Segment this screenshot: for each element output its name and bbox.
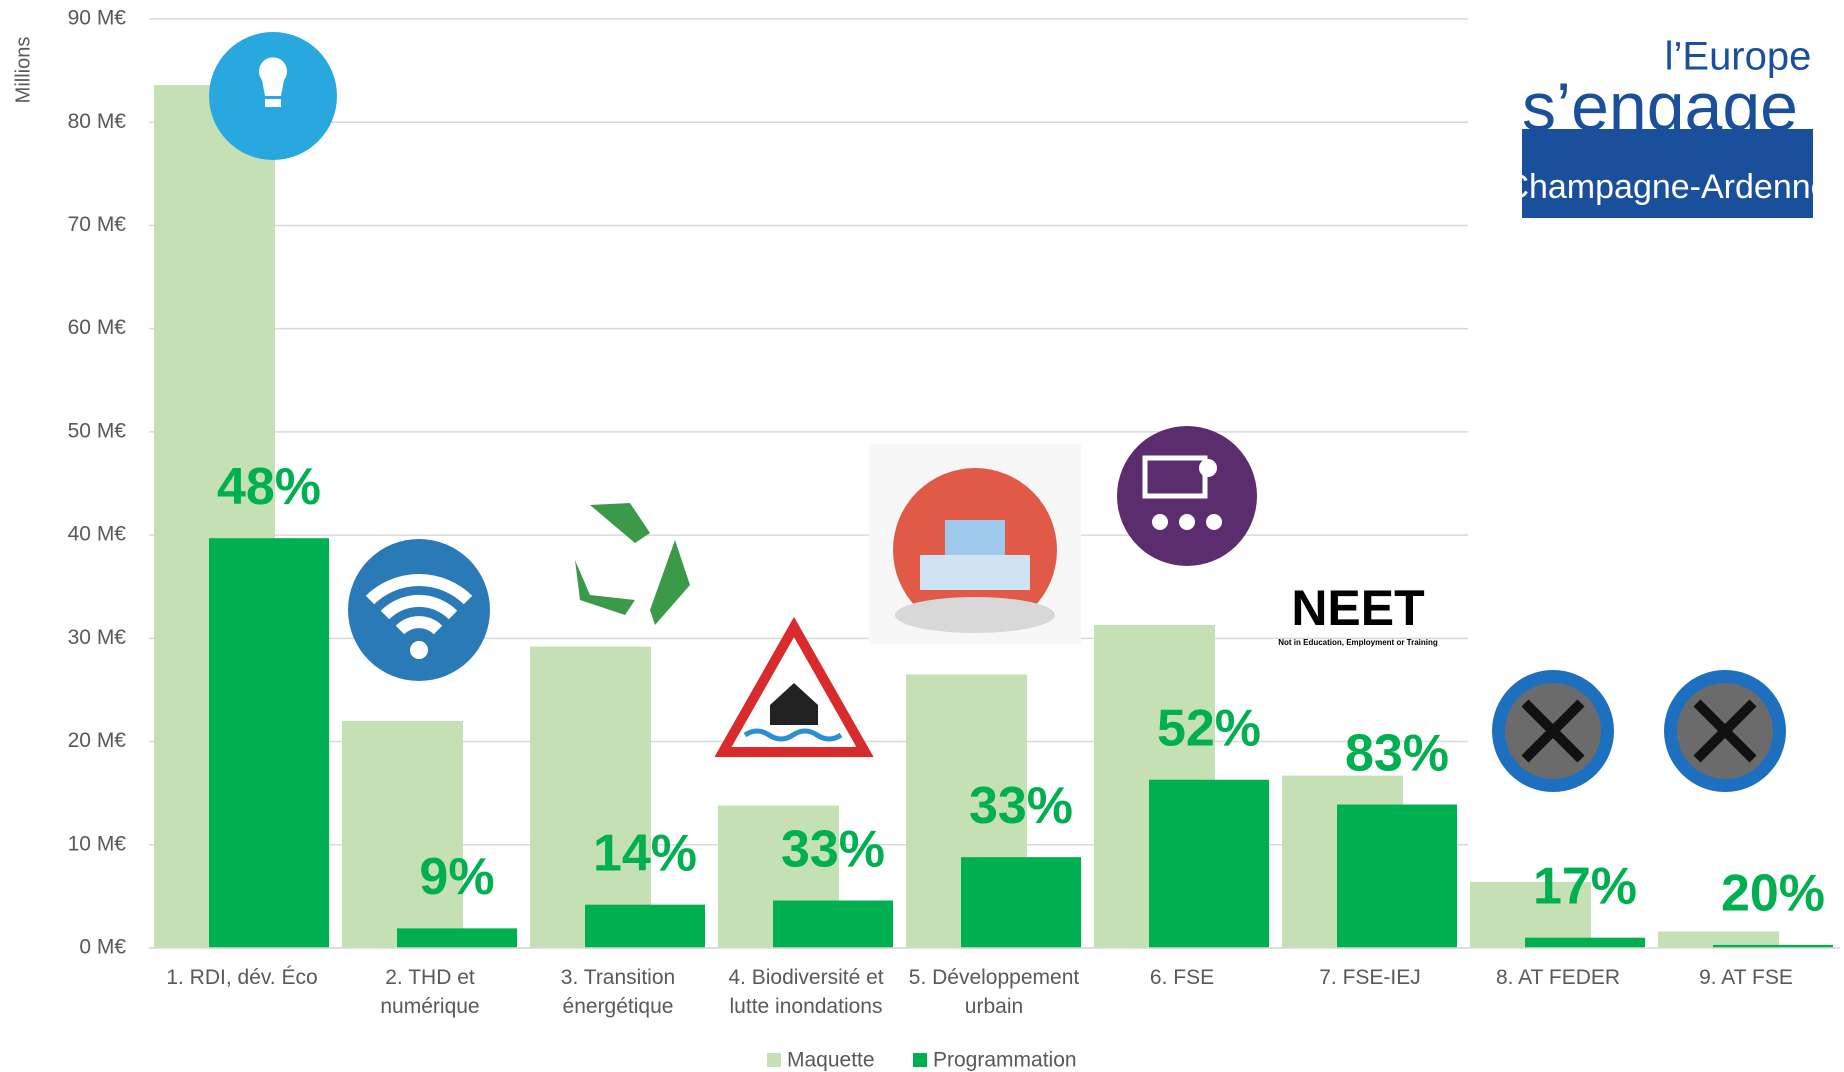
bar: [530, 647, 651, 948]
y-axis-title: Millions: [12, 37, 34, 104]
percent-label: 33%: [781, 820, 885, 878]
y-tick-label: 20 M€: [68, 729, 127, 752]
bar: [1337, 805, 1457, 948]
legend-swatch: [913, 1053, 927, 1067]
x-tick-label: 6. FSE: [1090, 963, 1274, 992]
logo-line4: Champagne-Ardenne: [1504, 168, 1829, 206]
bar: [342, 721, 463, 948]
bar: [1149, 780, 1269, 948]
x-tick-label: 8. AT FEDER: [1466, 963, 1650, 992]
bar: [961, 857, 1081, 948]
y-tick-label: 80 M€: [68, 110, 127, 133]
logo-line2: s’engage: [1522, 69, 1798, 145]
page: NEET Not in Education, Employment or Tra…: [0, 0, 1844, 1072]
neet-subtitle: Not in Education, Employment or Training: [1278, 638, 1438, 647]
chart: NEET Not in Education, Employment or Tra…: [0, 0, 1844, 1072]
y-tick-label: 10 M€: [68, 832, 127, 855]
legend-label: Maquette: [787, 1049, 875, 1072]
bar: [773, 901, 893, 948]
y-tick-label: 30 M€: [68, 626, 127, 649]
logo-line3: en: [1781, 139, 1810, 169]
y-tick-label: 60 M€: [68, 316, 127, 339]
percent-label: 48%: [217, 458, 321, 516]
y-tick-label: 50 M€: [68, 419, 127, 442]
percent-label: 83%: [1345, 724, 1449, 782]
x-tick-label: 2. THD et numérique: [338, 963, 522, 1021]
bar: [397, 928, 517, 948]
y-tick-label: 40 M€: [68, 523, 127, 546]
percent-label: 52%: [1157, 699, 1261, 757]
percent-label: 9%: [419, 848, 494, 906]
y-tick-label: 90 M€: [68, 7, 127, 30]
bar: [1525, 938, 1645, 948]
percent-label: 33%: [969, 777, 1073, 835]
x-tick-label: 1. RDI, dév. Éco: [150, 963, 334, 992]
bar: [585, 905, 705, 948]
y-tick-label: 0 M€: [79, 936, 126, 959]
percent-label: 14%: [593, 824, 697, 882]
x-tick-label: 4. Biodiversité et lutte inondations: [714, 963, 898, 1021]
percent-label: 20%: [1721, 865, 1825, 923]
bar: [209, 538, 329, 948]
y-tick-label: 70 M€: [68, 213, 127, 236]
x-tick-label: 3. Transition énergétique: [526, 963, 710, 1021]
legend-swatch: [767, 1053, 781, 1067]
x-tick-label: 9. AT FSE: [1654, 963, 1838, 992]
x-tick-label: 7. FSE-IEJ: [1278, 963, 1462, 992]
x-tick-label: 5. Développement urbain: [902, 963, 1086, 1021]
neet-title: NEET: [1291, 580, 1424, 636]
percent-label: 17%: [1533, 857, 1637, 915]
legend-label: Programmation: [933, 1049, 1077, 1072]
